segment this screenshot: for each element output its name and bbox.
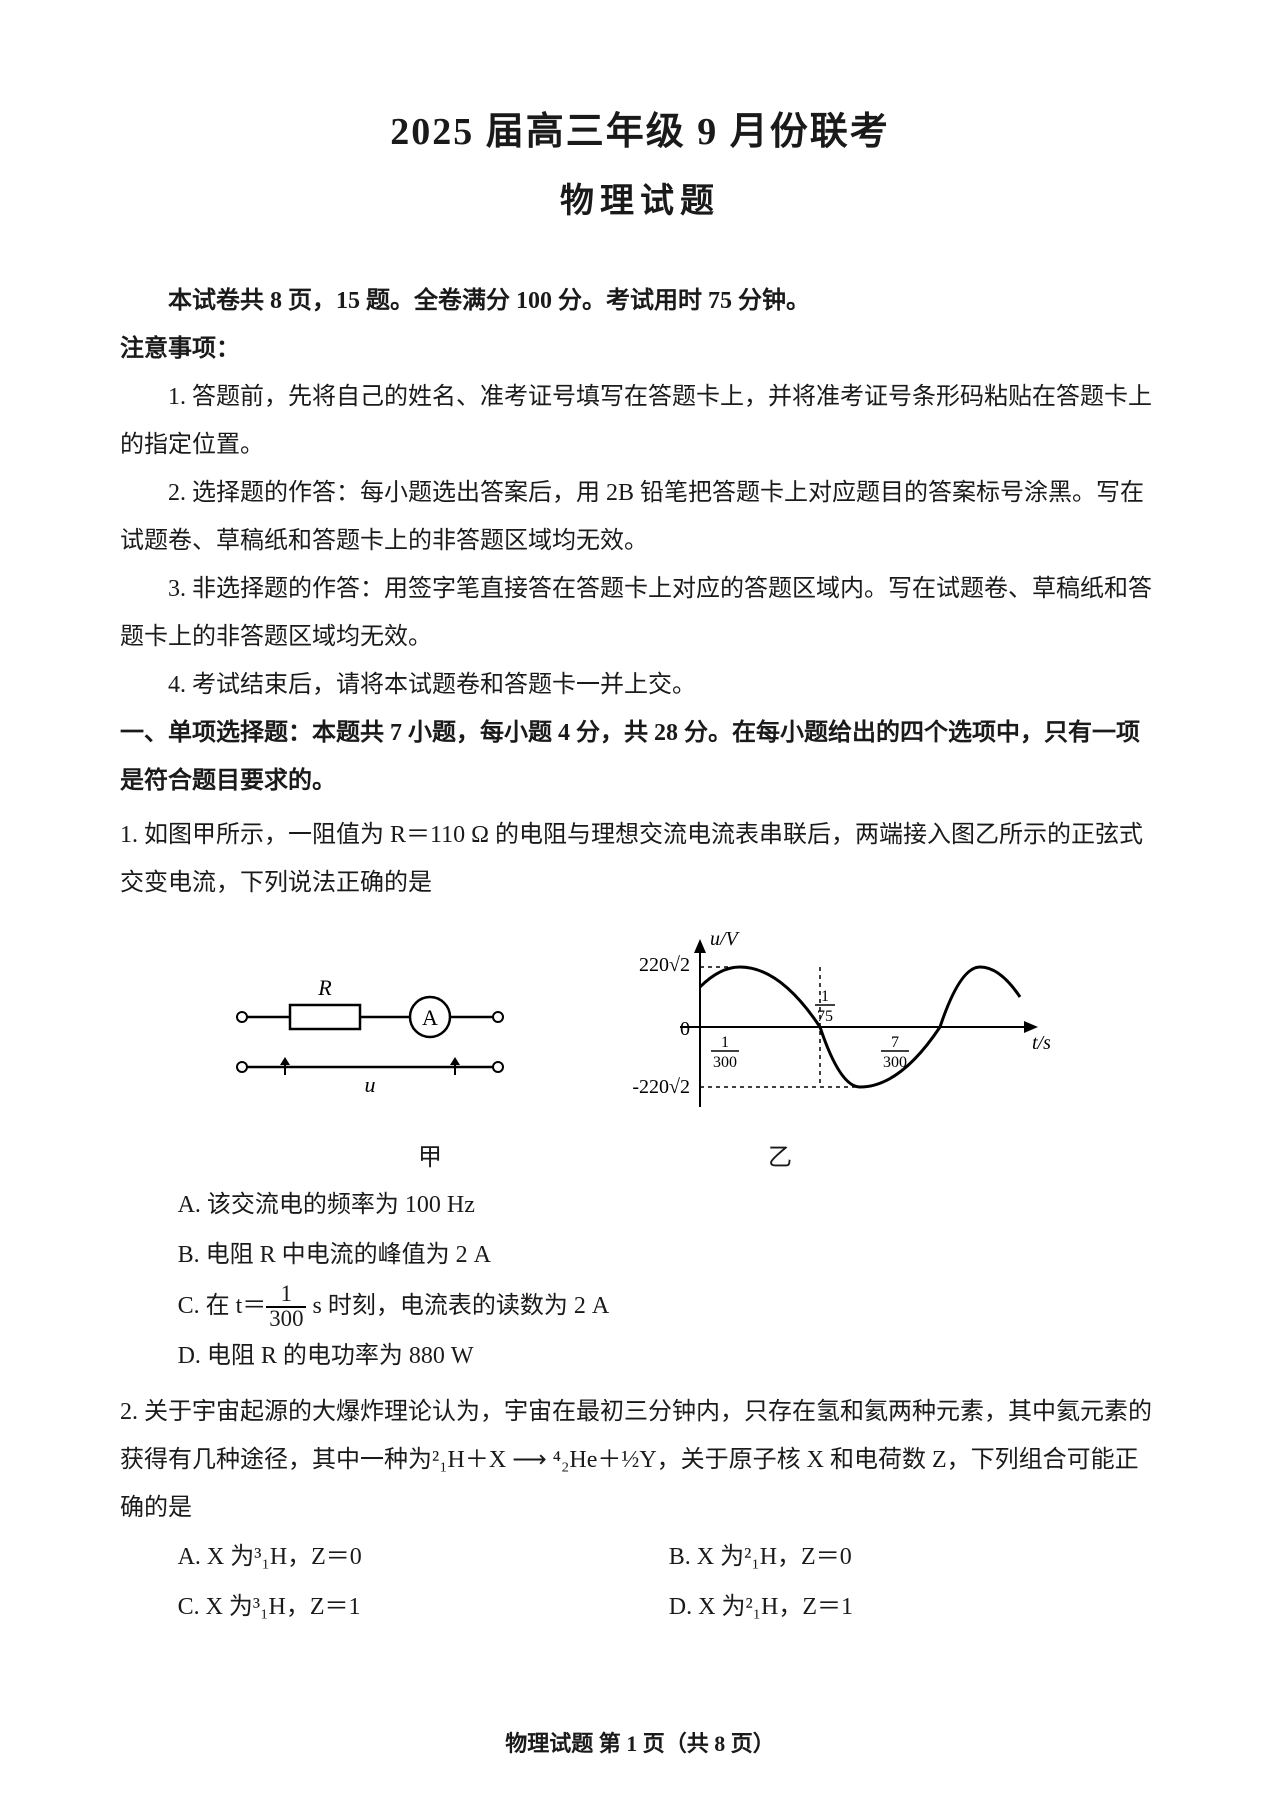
svg-text:0: 0 (680, 1018, 690, 1040)
q1-optC: C. 在 t＝1300 s 时刻，电流表的读数为 2 A (178, 1281, 1160, 1331)
svg-text:u/V: u/V (710, 928, 741, 950)
q1-figures: R A u (120, 927, 1160, 1127)
svg-text:220√2: 220√2 (639, 954, 690, 976)
svg-text:A: A (422, 1005, 438, 1030)
q2-optC: C. X 为³₁H，Z＝1 (178, 1582, 669, 1632)
q1-stem: 1. 如图甲所示，一阻值为 R＝110 Ω 的电阻与理想交流电流表串联后，两端接… (120, 822, 1143, 896)
question-2: 2. 关于宇宙起源的大爆炸理论认为，宇宙在最初三分钟内，只存在氢和氦两种元素，其… (120, 1388, 1160, 1532)
question-1: 1. 如图甲所示，一阻值为 R＝110 Ω 的电阻与理想交流电流表串联后，两端接… (120, 811, 1160, 907)
notice-item-3: 3. 非选择题的作答：用签字笔直接答在答题卡上对应的答题区域内。写在试题卷、草稿… (120, 565, 1160, 661)
q1-optB: B. 电阻 R 中电流的峰值为 2 A (178, 1230, 1160, 1280)
notice-item-2: 2. 选择题的作答：每小题选出答案后，用 2B 铅笔把答题卡上对应题目的答案标号… (120, 469, 1160, 565)
section-1-heading: 一、单项选择题：本题共 7 小题，每小题 4 分，共 28 分。在每小题给出的四… (120, 709, 1160, 805)
page-footer: 物理试题 第 1 页（共 8 页） (0, 1726, 1280, 1758)
q1-optD: D. 电阻 R 的电功率为 880 W (178, 1331, 1160, 1381)
q1-figure-labels: 甲 乙 (120, 1137, 1160, 1172)
svg-text:300: 300 (713, 1054, 737, 1071)
title-main: 2025 届高三年级 9 月份联考 (120, 100, 1160, 155)
svg-text:7: 7 (891, 1034, 899, 1051)
svg-text:75: 75 (817, 1008, 833, 1025)
svg-text:1: 1 (721, 1034, 729, 1051)
title-sub: 物理试题 (120, 173, 1160, 222)
svg-text:t/s: t/s (1032, 1032, 1050, 1054)
q2-optB: B. X 为²₁H，Z＝0 (669, 1532, 1160, 1582)
intro-line1: 本试卷共 8 页，15 题。全卷满分 100 分。考试用时 75 分钟。 (120, 277, 1160, 325)
circuit-figure: R A u (230, 957, 510, 1097)
graph-figure: u/V 220√2 -220√2 0 t/s 1 300 1 75 7 300 (630, 927, 1050, 1127)
R-label: R (317, 975, 332, 1000)
svg-text:1: 1 (821, 988, 829, 1005)
svg-text:-220√2: -220√2 (632, 1076, 690, 1098)
q1-figA-label: 甲 (290, 1137, 570, 1172)
notice-heading: 注意事项： (120, 325, 1160, 373)
q2-options: A. X 为³₁H，Z＝0 B. X 为²₁H，Z＝0 C. X 为³₁H，Z＝… (120, 1532, 1160, 1633)
q2-optA: A. X 为³₁H，Z＝0 (178, 1532, 669, 1582)
u-label: u (365, 1072, 376, 1097)
q2-optD: D. X 为²₁H，Z＝1 (669, 1582, 1160, 1632)
q1-figB-label: 乙 (570, 1137, 990, 1172)
q1-options: A. 该交流电的频率为 100 Hz B. 电阻 R 中电流的峰值为 2 A C… (120, 1180, 1160, 1382)
svg-text:300: 300 (883, 1054, 907, 1071)
notice-item-1: 1. 答题前，先将自己的姓名、准考证号填写在答题卡上，并将准考证号条形码粘贴在答… (120, 373, 1160, 469)
notice-item-4: 4. 考试结束后，请将本试题卷和答题卡一并上交。 (120, 661, 1160, 709)
q1-optA: A. 该交流电的频率为 100 Hz (178, 1180, 1160, 1230)
q2-stem: 2. 关于宇宙起源的大爆炸理论认为，宇宙在最初三分钟内，只存在氢和氦两种元素，其… (120, 1399, 1152, 1521)
